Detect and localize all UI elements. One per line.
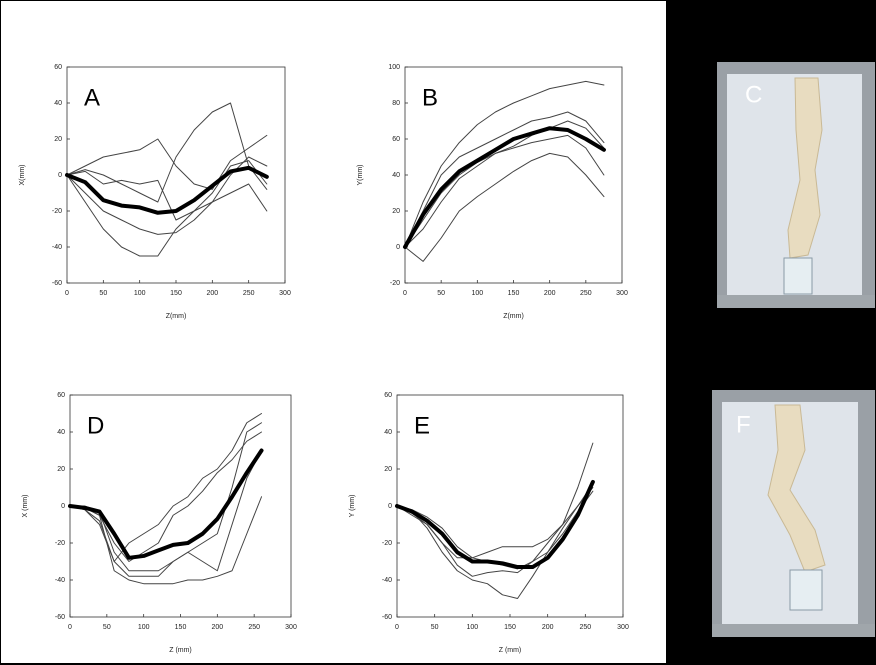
x-tick-label: 250 [243, 290, 255, 297]
x-tick-label: 200 [544, 290, 556, 297]
y-tick-label: 0 [61, 503, 65, 510]
x-tick-label: 200 [206, 290, 218, 297]
y-tick-label: 100 [388, 64, 400, 71]
photo-label: C [745, 81, 762, 108]
x-tick-label: 250 [248, 624, 260, 631]
data-line [404, 120, 605, 248]
y-tick-label: 0 [396, 244, 400, 251]
x-tick-label: 150 [504, 624, 516, 631]
y-tick-label: 40 [392, 172, 400, 179]
data-line [404, 80, 605, 248]
y-tick-label: 40 [54, 100, 62, 107]
x-tick-label: 0 [395, 624, 399, 631]
data-line [69, 413, 263, 562]
photo: C [717, 62, 875, 308]
x-tick-label: 250 [579, 624, 591, 631]
y-tick-label: 60 [392, 136, 400, 143]
data-line [396, 483, 594, 577]
x-tick-label: 100 [134, 290, 146, 297]
x-tick-label: 150 [508, 290, 520, 297]
y-tick-label: 60 [54, 64, 62, 71]
y-axis-label: X(mm) [19, 165, 26, 186]
chart: 0 50 100 150 200 250 300 -60 -40 -20 0 20 40 60 Z (mm)… [349, 392, 629, 654]
y-tick-label: -60 [382, 614, 392, 621]
panel-label: A [84, 84, 100, 111]
y-tick-label: -40 [382, 577, 392, 584]
x-tick-label: 0 [403, 290, 407, 297]
data-line [68, 448, 264, 560]
data-line [404, 152, 605, 262]
chart: 0 50 100 150 200 250 300 -60 -40 -20 0 20 40 60 Z(mm) X… [19, 64, 291, 320]
data-line [66, 102, 268, 203]
x-tick-label: 300 [279, 290, 291, 297]
x-tick-label: 150 [175, 624, 187, 631]
y-tick-label: 20 [384, 466, 392, 473]
x-axis-label: Z(mm) [503, 313, 524, 320]
photo-label: F [736, 411, 751, 438]
data-line [66, 134, 268, 190]
y-tick-label: -20 [382, 540, 392, 547]
panel-label: D [87, 412, 104, 439]
y-tick-label: -60 [55, 614, 65, 621]
y-tick-label: 20 [392, 208, 400, 215]
data-line [403, 126, 606, 249]
x-tick-label: 50 [437, 290, 445, 297]
data-line [396, 487, 594, 599]
x-axis-label: Z (mm) [499, 647, 522, 654]
y-tick-label: -40 [55, 577, 65, 584]
x-tick-label: 200 [542, 624, 554, 631]
x-tick-label: 300 [285, 624, 297, 631]
x-tick-label: 100 [466, 624, 478, 631]
x-tick-label: 0 [65, 290, 69, 297]
x-tick-label: 150 [170, 290, 182, 297]
data-line [404, 134, 605, 248]
panel-label: E [414, 412, 430, 439]
chart: 0 50 100 150 200 250 300 -60 -40 -20 0 20 40 60 Z (mm)… [22, 392, 297, 654]
x-tick-label: 300 [616, 290, 628, 297]
y-tick-label: 20 [54, 136, 62, 143]
y-tick-label: -40 [52, 244, 62, 251]
x-axis-label: Z (mm) [169, 647, 192, 654]
chart-area [1, 1, 666, 663]
data-line [65, 165, 269, 215]
data-line [69, 450, 263, 577]
y-axis-label: Y(mm) [357, 165, 364, 186]
y-tick-label: -20 [390, 280, 400, 287]
y-tick-label: -20 [55, 540, 65, 547]
y-tick-label: -20 [52, 208, 62, 215]
x-tick-label: 200 [211, 624, 223, 631]
x-tick-label: 100 [471, 290, 483, 297]
y-tick-label: 60 [384, 392, 392, 399]
data-line [66, 174, 268, 257]
photo: F [712, 390, 875, 637]
x-tick-label: 50 [99, 290, 107, 297]
y-tick-label: 20 [57, 466, 65, 473]
data-line [69, 496, 263, 585]
data-line [69, 431, 263, 562]
data-line [66, 160, 268, 221]
y-tick-label: 80 [392, 100, 400, 107]
x-tick-label: 300 [617, 624, 629, 631]
chart: 0 50 100 150 200 250 300-20020406080100Z(mm)Y(… [357, 64, 628, 320]
y-tick-label: 40 [57, 429, 65, 436]
x-tick-label: 0 [68, 624, 72, 631]
y-tick-label: 40 [384, 429, 392, 436]
x-tick-label: 250 [580, 290, 592, 297]
y-tick-label: 0 [58, 172, 62, 179]
y-tick-label: 0 [388, 503, 392, 510]
x-axis-label: Z(mm) [166, 313, 187, 320]
data-line [395, 479, 595, 570]
data-line [404, 111, 605, 248]
y-axis-label: Y (mm) [349, 495, 356, 518]
y-tick-label: -60 [52, 280, 62, 287]
x-tick-label: 50 [103, 624, 111, 631]
y-tick-label: 60 [57, 392, 65, 399]
panel-label: B [422, 84, 438, 111]
x-tick-label: 100 [138, 624, 150, 631]
y-axis-label: X (mm) [22, 495, 29, 518]
x-tick-label: 50 [431, 624, 439, 631]
